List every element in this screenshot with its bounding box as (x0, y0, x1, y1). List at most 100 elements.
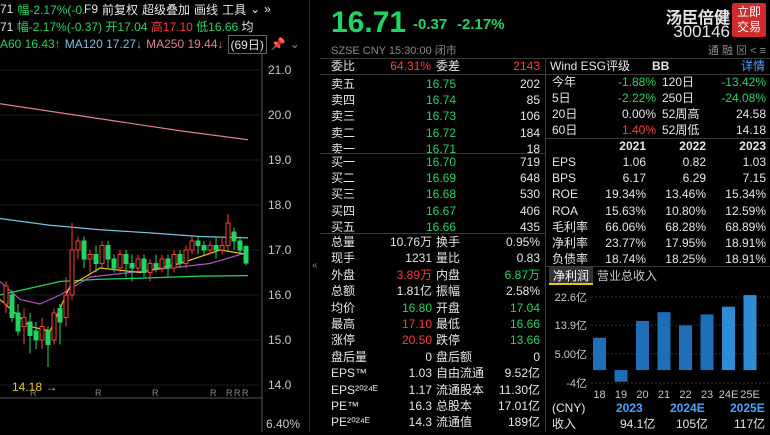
trade-button[interactable]: 立即 交易 (732, 3, 766, 37)
candle-body (33, 330, 39, 341)
sell-level: 卖五 (331, 77, 356, 91)
fin-value: 12.59% (725, 203, 766, 218)
stat-label: 开盘 (436, 300, 461, 315)
fin-value: 6.17 (622, 171, 646, 186)
perf-label: 20日 (552, 107, 578, 121)
price-axis-label: 20.0 (268, 108, 292, 122)
bar-x-label: 21 (658, 389, 670, 401)
period-selector[interactable]: (69日) (227, 34, 267, 54)
fin-value: 68.89% (725, 219, 766, 234)
stat-label: 现手 (331, 251, 356, 266)
stat-label: 最高 (331, 317, 356, 331)
buy-price: 16.70 (425, 155, 456, 169)
price-axis-label: 18.0 (268, 198, 292, 212)
price-axis-label: 16.0 (268, 288, 292, 302)
candle-body (195, 240, 201, 246)
fin-value: 19.34% (605, 187, 646, 202)
candle-body (135, 258, 141, 269)
f9-button[interactable]: F9 (84, 2, 99, 16)
ex-rights-mark: R (242, 388, 249, 398)
esg-label: Wind ESG评级 (550, 59, 631, 73)
tab-net-profit[interactable]: 净利润 (549, 267, 594, 285)
candle-body (183, 249, 189, 264)
pin-icon[interactable]: 📌 (270, 37, 286, 51)
stat-label: 内盘 (436, 267, 461, 282)
price-change-pct: -2.17% (457, 16, 505, 33)
buy-price: 16.69 (425, 171, 456, 186)
candle-body (219, 245, 225, 251)
sell-volume: 106 (519, 109, 540, 124)
adjust-button[interactable]: 前复权 (102, 2, 139, 17)
draw-line-button[interactable]: 画线 (194, 2, 219, 17)
toolbar-icons[interactable]: 通 融 ⊠ < ≡ (707, 45, 766, 57)
candle-body (117, 254, 123, 269)
fin-label: 净利率 (552, 236, 589, 250)
sell-volume: 202 (519, 77, 540, 91)
profit-bar (614, 370, 628, 382)
stat-value: 16.80 (401, 300, 432, 315)
expand-icon[interactable]: » (264, 2, 271, 16)
candle-body (123, 254, 129, 264)
sell-price: 16.73 (425, 109, 456, 124)
candle-body (231, 231, 237, 242)
income-value: 94.1亿 (620, 417, 656, 431)
profit-bar-chart: 22.6亿 13.9亿 5.00亿 -4亿 18 19 20 21 22 23 24E 25E (555, 291, 770, 401)
fin-value: 18.74% (605, 252, 646, 267)
candle-body (141, 258, 147, 273)
stat-value: 2.58% (505, 284, 540, 299)
fy-header: 2023 (616, 401, 643, 415)
tools-button[interactable]: 工具 (222, 2, 247, 17)
kline-canvas[interactable]: 21.020.019.018.017.016.015.014.014.18 →R… (0, 0, 308, 432)
year-header: 2022 (679, 139, 706, 153)
candle-body (45, 330, 51, 345)
fy-header: 2025E (730, 401, 765, 415)
fin-label: ROE (552, 187, 579, 202)
weibi-value: 64.31% (390, 59, 431, 73)
chevron-down-icon[interactable]: ⌄ (250, 2, 261, 16)
fin-value: 1.06 (622, 155, 646, 169)
stat-value: 0 (533, 349, 540, 364)
candle-body (213, 245, 219, 251)
candle-body (69, 249, 75, 296)
price-change: -0.37 (413, 16, 448, 33)
chevron-down-icon[interactable]: ⌄ (289, 37, 300, 51)
profit-bar (700, 314, 714, 371)
stat-label: 均价 (331, 300, 356, 315)
fy-header: 2024E (670, 401, 705, 415)
collapse-handle-icon[interactable]: « (312, 260, 318, 271)
chart-info-change: 幅-2.17%(-0.37) (17, 2, 103, 17)
tab-revenue[interactable]: 营业总收入 (597, 269, 658, 283)
stat-label: 外盘 (331, 267, 356, 282)
sell-volume: 18 (526, 141, 540, 156)
stat-label: 涨停 (331, 333, 356, 348)
stat-value: 9.52亿 (504, 366, 540, 381)
price-axis-label: 21.0 (268, 63, 292, 77)
stat-label: 盘后量 (331, 349, 368, 364)
weicha-value: 2143 (513, 59, 540, 73)
buy-level: 买五 (331, 219, 356, 234)
candle-body (159, 258, 165, 269)
divider (320, 74, 545, 75)
candle-body (57, 308, 63, 323)
chart-menu: F9 前复权 超级叠加 画线 工具 ⌄ » (84, 0, 275, 18)
overlay-button[interactable]: 超级叠加 (142, 2, 191, 17)
perf-value: 1.40% (621, 123, 656, 137)
price-axis-label: 17.0 (268, 243, 292, 257)
candle-body (75, 240, 81, 251)
buy-volume: 530 (519, 187, 540, 202)
ex-rights-mark: R (234, 388, 241, 398)
stat-value: 0.83 (516, 251, 540, 266)
fin-value: 68.28% (665, 219, 706, 234)
fin-value: 18.25% (665, 252, 706, 267)
kline-chart-panel[interactable]: 71 幅-2.17%(-0.37) 开17.04 高17.10 低16.66 均… (0, 0, 308, 432)
divider (320, 153, 545, 154)
ex-rights-mark: R (95, 388, 102, 398)
stat-value: 17.04 (509, 300, 540, 315)
price-axis-label: 15.0 (268, 333, 292, 347)
fin-value: 18.91% (725, 236, 766, 250)
perf-label: 52周低 (662, 123, 700, 137)
fin-value: 10.80% (665, 203, 706, 218)
esg-detail-link[interactable]: 详情 (741, 59, 766, 73)
perf-label: 120日 (662, 75, 695, 89)
stock-code: 300146 (673, 22, 730, 41)
